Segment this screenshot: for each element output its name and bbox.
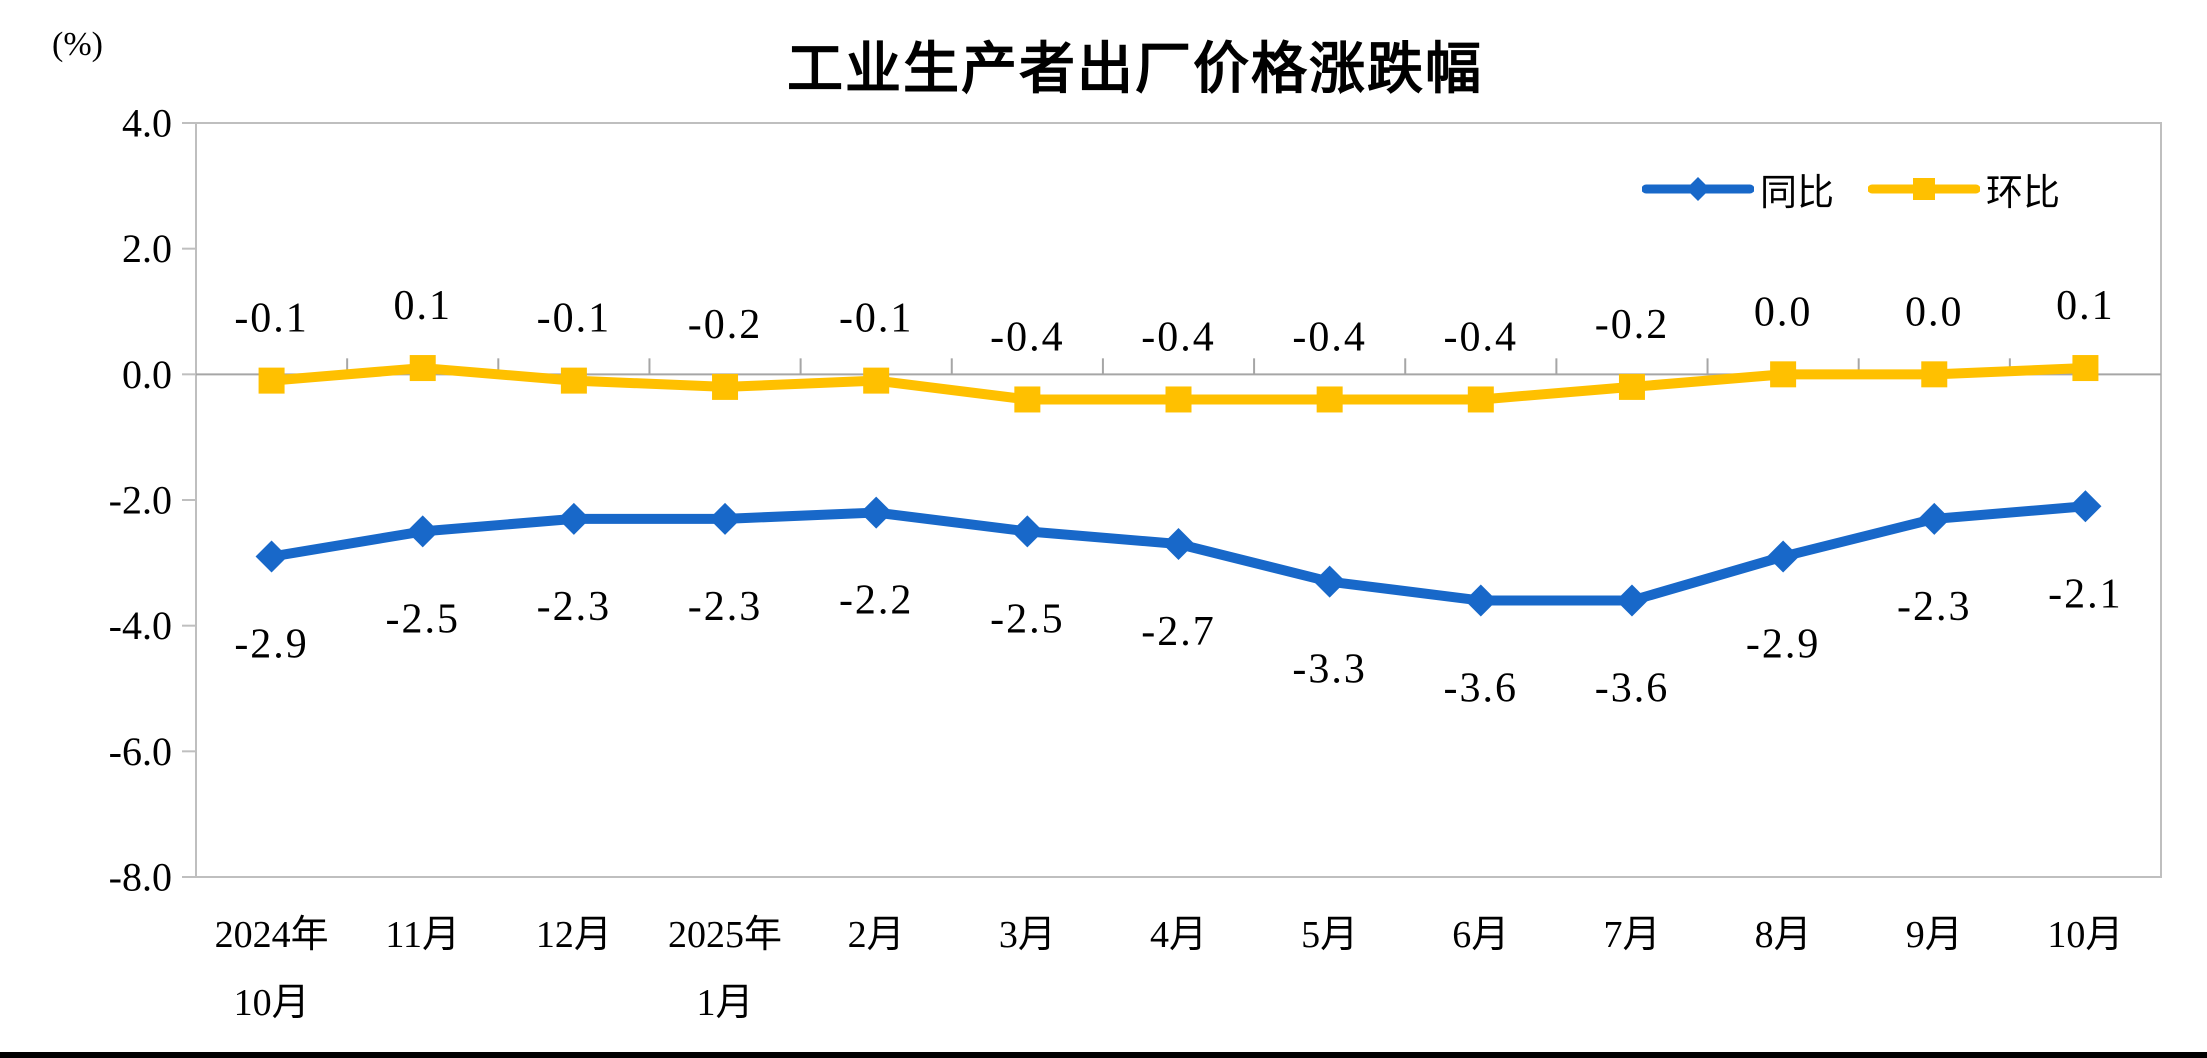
y-axis-label: 4.0 xyxy=(122,101,172,146)
mom-data-label: 0.1 xyxy=(2056,283,2115,329)
chart-title: 工业生产者出厂价格涨跌幅 xyxy=(787,37,1483,100)
mom-data-point xyxy=(1618,373,1645,400)
yoy-data-label: -3.3 xyxy=(1292,647,1367,693)
x-axis-label: 6月 xyxy=(1452,914,1509,956)
mom-data-point xyxy=(1921,361,1948,388)
yoy-data-point xyxy=(255,540,288,573)
legend-item-yoy: 同比 xyxy=(1642,162,1834,216)
mom-data-point xyxy=(1165,386,1192,413)
x-axis-label: 2025年 1月 xyxy=(668,914,782,1024)
x-axis-label: 3月 xyxy=(999,914,1056,956)
yoy-data-point xyxy=(1918,502,1951,535)
yoy-data-point xyxy=(1162,527,1195,560)
yoy-data-label: -2.9 xyxy=(234,622,309,668)
yoy-data-label: -2.9 xyxy=(1746,622,1821,668)
yoy-data-label: -2.3 xyxy=(537,584,612,630)
yoy-data-point xyxy=(406,515,439,548)
legend-label-yoy: 同比 xyxy=(1760,172,1834,213)
mom-data-label: -0.2 xyxy=(1595,302,1670,348)
x-axis-label: 9月 xyxy=(1906,914,1963,956)
mom-line-swatch-icon xyxy=(1868,178,1980,200)
x-axis-label: 12月 xyxy=(536,914,612,956)
mom-data-label: -0.1 xyxy=(537,296,612,342)
yoy-data-point xyxy=(709,502,742,535)
mom-data-label: 0.0 xyxy=(1754,289,1813,335)
yoy-data-point xyxy=(1313,565,1346,598)
yoy-data-point xyxy=(1615,584,1648,617)
yoy-data-label: -2.1 xyxy=(2048,571,2123,617)
y-axis-unit-label: (%) xyxy=(52,26,103,63)
x-axis-label: 5月 xyxy=(1301,914,1358,956)
mom-data-point xyxy=(1014,386,1041,413)
mom-data-label: 0.0 xyxy=(1905,289,1964,335)
yoy-data-point xyxy=(2069,490,2102,523)
yoy-data-label: -3.6 xyxy=(1595,666,1670,712)
x-axis-label: 10月 xyxy=(2047,914,2123,956)
plot-border xyxy=(195,122,2162,878)
mom-data-point xyxy=(1467,386,1494,413)
x-axis-label: 8月 xyxy=(1755,914,1812,956)
yoy-data-point xyxy=(1464,584,1497,617)
mom-data-point xyxy=(409,355,436,382)
mom-data-point xyxy=(712,373,739,400)
legend-label-mom: 环比 xyxy=(1986,172,2060,213)
x-axis-label: 4月 xyxy=(1150,914,1207,956)
legend-item-mom: 环比 xyxy=(1868,162,2060,216)
x-axis-label: 2月 xyxy=(848,914,905,956)
mom-data-label: 0.1 xyxy=(393,283,452,329)
mom-data-label: -0.4 xyxy=(1141,314,1216,360)
x-axis-label: 11月 xyxy=(385,914,460,956)
yoy-data-label: -3.6 xyxy=(1444,666,1519,712)
y-axis-label: -8.0 xyxy=(109,855,172,900)
mom-data-label: -0.4 xyxy=(990,314,1065,360)
yoy-data-label: -2.3 xyxy=(1897,584,1972,630)
mom-data-point xyxy=(258,367,285,394)
mom-data-point xyxy=(560,367,587,394)
mom-data-label: -0.4 xyxy=(1292,314,1367,360)
yoy-data-point xyxy=(1767,540,1800,573)
mom-data-label: -0.4 xyxy=(1444,314,1519,360)
mom-data-label: -0.1 xyxy=(234,296,309,342)
yoy-line-swatch-icon xyxy=(1642,177,1754,201)
mom-data-label: -0.1 xyxy=(839,296,914,342)
x-axis-label: 2024年 10月 xyxy=(215,914,329,1024)
y-axis-label: -4.0 xyxy=(109,603,172,648)
mom-data-label: -0.2 xyxy=(688,302,763,348)
yoy-data-point xyxy=(1011,515,1044,548)
yoy-data-point xyxy=(860,496,893,529)
mom-data-point xyxy=(1770,361,1797,388)
yoy-data-label: -2.3 xyxy=(688,584,763,630)
y-axis-label: -2.0 xyxy=(109,478,172,523)
mom-data-point xyxy=(863,367,890,394)
yoy-data-point xyxy=(557,502,590,535)
yoy-data-label: -2.7 xyxy=(1141,609,1216,655)
mom-data-point xyxy=(2072,355,2099,382)
x-axis-label: 7月 xyxy=(1603,914,1660,956)
y-axis-label: -6.0 xyxy=(109,729,172,774)
y-axis-label: 2.0 xyxy=(122,226,172,271)
yoy-data-label: -2.5 xyxy=(385,596,460,642)
legend: 同比 环比 xyxy=(1642,162,2060,216)
y-axis-label: 0.0 xyxy=(122,352,172,397)
bottom-divider xyxy=(0,1052,2207,1058)
yoy-data-label: -2.5 xyxy=(990,596,1065,642)
mom-data-point xyxy=(1316,386,1343,413)
yoy-data-label: -2.2 xyxy=(839,578,914,624)
